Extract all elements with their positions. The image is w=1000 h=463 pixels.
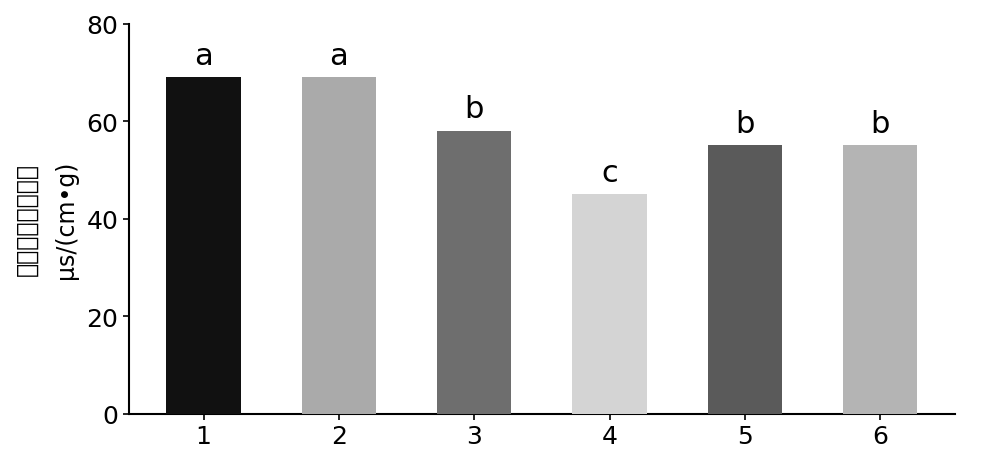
Bar: [572, 195, 647, 413]
Text: b: b: [871, 110, 890, 139]
Bar: [302, 78, 376, 413]
Text: a: a: [194, 42, 213, 71]
Text: a: a: [330, 42, 348, 71]
Text: 处理组别: 处理组别: [895, 460, 955, 463]
Text: b: b: [735, 110, 755, 139]
Y-axis label: 种子浸出液电导率
μs/(cm•g): 种子浸出液电导率 μs/(cm•g): [15, 160, 78, 278]
Text: c: c: [601, 158, 618, 188]
Bar: [708, 146, 782, 413]
Bar: [437, 131, 511, 413]
Bar: [166, 78, 241, 413]
Text: b: b: [465, 95, 484, 124]
Bar: [843, 146, 917, 413]
